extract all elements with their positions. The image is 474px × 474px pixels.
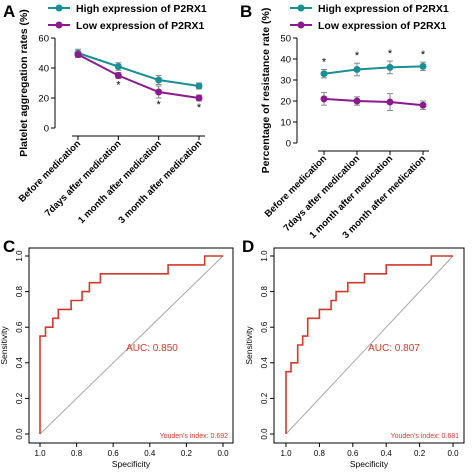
x-category-label: 7days after medication	[43, 138, 124, 219]
y-tick-label: 0.2	[260, 392, 269, 404]
y-tick-label: 20	[280, 97, 291, 108]
data-point-low	[386, 98, 394, 106]
y-tick-label: 0.2	[15, 392, 24, 404]
legend-label-low: Low expression of P2RX1	[76, 20, 205, 32]
y-tick-label: 0.4	[15, 357, 24, 369]
y-tick-label: 1.0	[260, 250, 269, 262]
data-point-high	[114, 63, 122, 70]
series-line-low	[323, 97, 424, 107]
panel-d-roc-chart: 1.0 0.8 0.6 0.4 0.2 0.0 0.0 0.2 0.4 0.6 0.8 1.0 Spec…	[244, 247, 465, 469]
y-tick-label: 60	[38, 34, 49, 45]
x-tick-label: 0.4	[144, 449, 156, 458]
y-tick-label: 0.0	[15, 428, 24, 440]
y-axis-label: Platelet aggregation rates (%)	[18, 9, 30, 157]
auc-annotation: AUC: 0.807	[368, 343, 420, 354]
panel-letter-a: A	[3, 2, 15, 21]
data-point-low	[320, 95, 328, 103]
y-tick-label: 40	[280, 55, 291, 66]
y-tick-label: 0	[44, 124, 49, 135]
panel-letter-d: D	[242, 237, 254, 256]
x-tick-label: 0.8	[314, 449, 326, 458]
x-tick-label: 1.0	[34, 449, 46, 458]
data-point-low	[419, 101, 427, 109]
x-axis-label: Specificity	[112, 459, 151, 469]
y-tick-label: 0.8	[15, 285, 24, 297]
panel-a-line-chart: High expression of P2RX1 Low expression o…	[17, 3, 207, 226]
y-tick-label: 0.6	[15, 321, 24, 333]
auc-annotation: AUC: 0.850	[126, 343, 178, 354]
legend-marker-high	[55, 4, 63, 12]
x-tick-label: 0.0	[217, 449, 229, 458]
legend-label-high: High expression of P2RX1	[318, 3, 449, 15]
y-tick-label: 0.0	[260, 428, 269, 440]
series-line-low	[77, 53, 200, 99]
data-point-low	[195, 94, 203, 102]
data-point-low	[353, 97, 361, 105]
plot-frame	[273, 247, 465, 444]
reference-diagonal	[39, 255, 224, 435]
legend-marker-high	[297, 4, 305, 12]
legend-label-low: Low expression of P2RX1	[318, 20, 447, 32]
youden-annotation: Youden's index: 0.681	[391, 433, 460, 440]
legend-marker-low	[297, 21, 305, 29]
x-tick-label: 0.0	[447, 449, 459, 458]
data-point-high	[353, 66, 361, 73]
y-tick-label: 1.0	[15, 250, 24, 262]
legend-marker-low	[55, 21, 63, 29]
x-axis-label: Specificity	[350, 459, 389, 469]
y-tick-label: 40	[38, 64, 49, 75]
panel-letter-b: B	[240, 2, 252, 21]
significance-star: *	[421, 49, 426, 61]
x-category-label: Before medication	[263, 153, 330, 220]
series-line-high	[77, 52, 200, 87]
significance-star: *	[322, 57, 327, 69]
y-tick-label: 30	[280, 76, 291, 87]
y-tick-label: 0.8	[260, 285, 269, 297]
legend-label-high: High expression of P2RX1	[76, 3, 207, 15]
significance-star: *	[388, 48, 393, 60]
x-category-label: 1 month after medication	[76, 138, 164, 226]
roc-curve	[39, 255, 223, 434]
x-tick-label: 0.6	[108, 449, 120, 458]
x-tick-label: 0.8	[71, 449, 83, 458]
reference-diagonal	[285, 255, 454, 435]
significance-star: *	[197, 102, 202, 114]
y-axis-label: Percentage of resistance rate (%)	[260, 8, 272, 174]
x-tick-label: 0.2	[414, 449, 426, 458]
y-axis-label: Sensitivity	[0, 326, 9, 365]
data-point-low	[74, 51, 82, 58]
significance-star: *	[116, 80, 121, 92]
y-tick-label: 10	[280, 118, 291, 129]
significance-star: *	[355, 50, 360, 62]
data-point-high	[155, 76, 163, 84]
data-point-low	[155, 88, 163, 96]
plot-frame	[28, 247, 234, 444]
data-point-high	[320, 70, 328, 78]
panel-b-line-chart: High expression of P2RX1 Low expression o…	[260, 3, 449, 241]
x-tick-label: 0.2	[181, 449, 193, 458]
panel-c-roc-chart: 1.0 0.8 0.6 0.4 0.2 0.0 0.0 0.2 0.4 0.6 0.8 1.0 Spec…	[0, 247, 234, 469]
data-point-low	[114, 72, 122, 79]
data-point-high	[386, 63, 394, 71]
data-point-high	[419, 62, 427, 70]
x-tick-label: 0.6	[347, 449, 359, 458]
roc-curve	[285, 255, 453, 434]
x-tick-label: 0.4	[381, 449, 393, 458]
series-line-high	[323, 65, 424, 75]
significance-star: *	[157, 99, 162, 111]
y-axis-label: Sensitivity	[244, 326, 254, 365]
panel-letter-c: C	[3, 237, 15, 256]
y-tick-label: 0.4	[260, 357, 269, 369]
y-tick-label: 0.6	[260, 321, 269, 333]
y-tick-label: 0	[286, 139, 291, 150]
y-tick-label: 20	[38, 94, 49, 105]
x-category-label: 3 month after medication	[116, 138, 204, 226]
youden-annotation: Youden's index: 0.692	[160, 433, 229, 440]
data-point-high	[195, 82, 203, 90]
y-tick-label: 50	[280, 34, 291, 45]
x-tick-label: 1.0	[280, 449, 292, 458]
